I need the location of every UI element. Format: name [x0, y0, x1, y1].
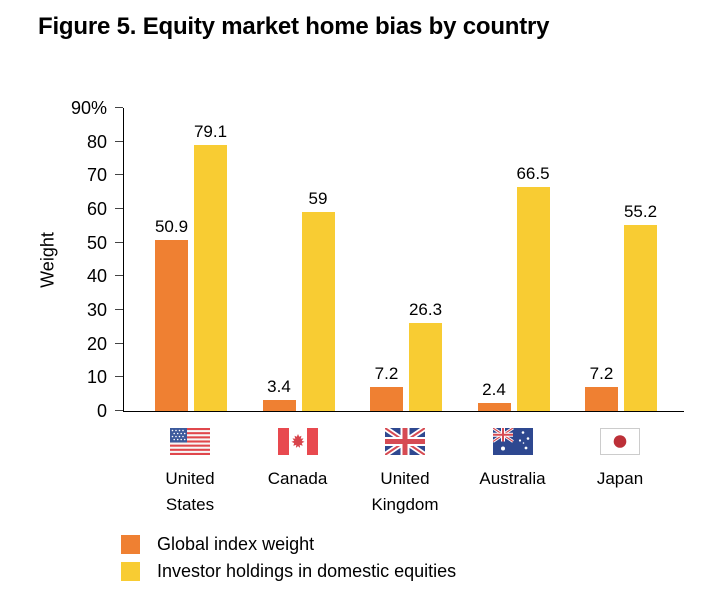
y-tick-mark	[115, 275, 123, 276]
bar-group-united-states: 50.9 79.1	[155, 122, 227, 411]
y-tick-label-20: 20	[86, 334, 107, 354]
y-tick-mark	[115, 174, 123, 175]
category-label: United Kingdom	[371, 469, 439, 514]
legend-label: Investor holdings in domestic equities	[157, 561, 457, 581]
uk-flag-icon	[385, 428, 425, 455]
bar-domestic-holdings: 26.3	[409, 300, 442, 411]
category-united-states: United States	[136, 428, 244, 518]
y-tick-label-0: 0	[96, 401, 107, 421]
bar-value-label: 59	[308, 189, 328, 209]
y-tick-label-90: 90%	[70, 98, 107, 118]
bar-global-index-weight: 7.2	[585, 364, 618, 411]
category-label: Australia	[479, 469, 546, 488]
category-canada: Canada	[244, 428, 352, 492]
legend-item-global-index-weight: Global index weight	[121, 535, 456, 554]
bar-domestic-holdings: 55.2	[624, 202, 657, 411]
y-tick-label-50: 50	[86, 233, 107, 253]
category-australia: Australia	[459, 428, 567, 492]
y-tick-mark	[115, 107, 123, 108]
bar-global-index-weight: 2.4	[477, 380, 511, 411]
category-label: United States	[165, 469, 215, 514]
legend-item-domestic-holdings: Investor holdings in domestic equities	[121, 562, 456, 581]
legend-label: Global index weight	[157, 534, 315, 554]
bar-value-label: 66.5	[516, 164, 550, 184]
bar-global-index-weight: 7.2	[370, 364, 403, 411]
category-japan: Japan	[566, 428, 674, 492]
canada-flag-icon	[277, 428, 318, 455]
bar-value-label: 79.1	[193, 121, 228, 141]
bar-group-united-kingdom: 7.2 26.3	[370, 300, 442, 411]
category-united-kingdom: United Kingdom	[351, 428, 459, 518]
legend: Global index weight Investor holdings in…	[121, 535, 456, 589]
bar-value-label: 7.2	[374, 363, 399, 383]
bar-domestic-holdings: 79.1	[194, 122, 227, 411]
category-label: Canada	[267, 469, 328, 488]
bar-group-canada: 3.4 59	[262, 189, 335, 411]
y-tick-label-80: 80	[86, 132, 107, 152]
y-tick-label-60: 60	[86, 199, 107, 219]
bar-domestic-holdings: 59	[301, 189, 335, 411]
japan-flag-icon	[600, 428, 640, 455]
y-tick-label-70: 70	[86, 165, 107, 185]
bar-value-label: 50.9	[154, 216, 189, 236]
figure-title: Figure 5. Equity market home bias by cou…	[38, 13, 550, 40]
yellow-swatch-icon	[121, 562, 140, 581]
australia-flag-icon	[492, 428, 533, 455]
orange-swatch-icon	[121, 535, 140, 554]
y-tick-mark	[115, 376, 123, 377]
bar-value-label: 2.4	[482, 379, 506, 399]
y-tick-mark	[115, 343, 123, 344]
us-flag-icon	[170, 428, 210, 455]
y-tick-mark	[115, 208, 123, 209]
bar-value-label: 55.2	[623, 202, 658, 222]
bar-group-australia: 2.4 66.5	[477, 164, 550, 411]
bar-global-index-weight: 50.9	[155, 217, 188, 411]
category-label: Japan	[596, 469, 644, 488]
bar-group-japan: 7.2 55.2	[585, 202, 657, 411]
bar-global-index-weight: 3.4	[262, 377, 296, 411]
y-tick-mark	[115, 242, 123, 243]
y-tick-label-40: 40	[86, 266, 107, 286]
y-tick-mark	[115, 309, 123, 310]
y-tick-label-30: 30	[86, 300, 107, 320]
bar-value-label: 26.3	[408, 299, 443, 319]
y-tick-label-10: 10	[86, 367, 107, 387]
y-tick-mark	[115, 141, 123, 142]
y-tick-mark	[115, 410, 123, 411]
bar-value-label: 7.2	[589, 363, 614, 383]
plot-area: 50.9 79.1 3.4 59 7.2 26.3 2.4	[115, 107, 684, 412]
bar-value-label: 3.4	[267, 376, 291, 396]
bar-domestic-holdings: 66.5	[516, 164, 550, 411]
